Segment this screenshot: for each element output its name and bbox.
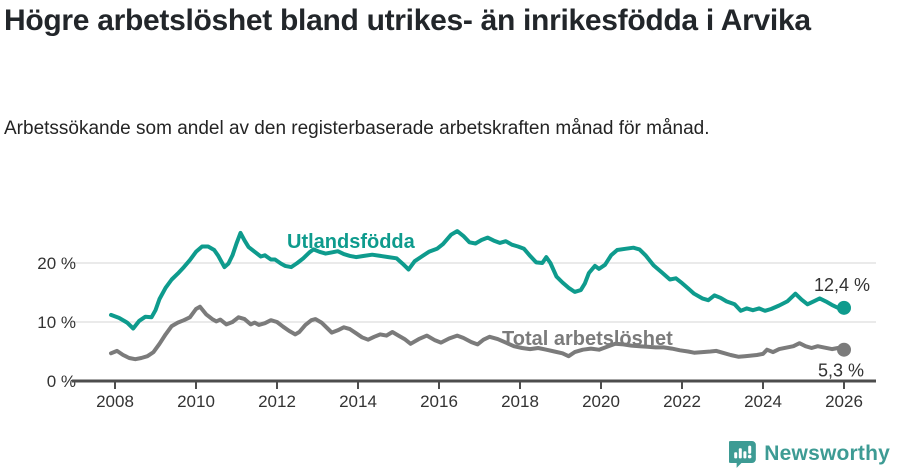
x-axis-tick-label: 2014 <box>339 392 377 411</box>
speech-bubble-shape <box>729 440 757 468</box>
x-axis-tick-label: 2020 <box>582 392 620 411</box>
page-title: Högre arbetslöshet bland utrikes- än inr… <box>4 4 811 37</box>
brand-footer: Newsworthy <box>729 439 890 469</box>
endpoint-dot-utlandsfodda <box>837 300 851 315</box>
endpoint-dot-total <box>837 342 851 357</box>
x-axis-tick-label: 2016 <box>420 392 458 411</box>
newsworthy-logo-icon <box>729 440 757 468</box>
y-axis-tick-label: 10 % <box>37 313 76 332</box>
x-axis-tick-label: 2012 <box>258 392 296 411</box>
value-label-total: 5,3 % <box>818 361 864 381</box>
series-label-total: Total arbetslöshet <box>502 328 673 350</box>
x-axis-tick-label: 2024 <box>744 392 782 411</box>
gridlines: 0 % 10 % 20 % <box>37 254 876 391</box>
x-axis-tick-label: 2022 <box>663 392 701 411</box>
x-axis-tick-label: 2008 <box>96 392 134 411</box>
x-axis-tick-label: 2018 <box>501 392 539 411</box>
chart-labels: Utlandsfödda Total arbetslöshet 12,4 % 5,3 … <box>287 231 870 381</box>
data-series <box>109 229 851 362</box>
value-label-utlandsfodda: 12,4 % <box>814 275 870 295</box>
x-axis: 2008 2010 2012 2014 2016 2018 2020 2022 2024 2026 <box>72 379 876 411</box>
bar-chart-glyph <box>734 445 752 459</box>
line-total-arbetsloshet <box>109 304 846 362</box>
series-label-utlandsfodda: Utlandsfödda <box>287 231 416 253</box>
y-axis-tick-label: 20 % <box>37 254 76 273</box>
y-axis-tick-label: 0 % <box>47 372 76 391</box>
page-subtitle: Arbetssökande som andel av den registerb… <box>4 118 710 139</box>
x-axis-tick-label: 2010 <box>177 392 215 411</box>
brand-name: Newsworthy <box>764 442 890 465</box>
x-axis-tick-label: 2026 <box>825 392 863 411</box>
line-utlandsfodda <box>109 229 846 331</box>
